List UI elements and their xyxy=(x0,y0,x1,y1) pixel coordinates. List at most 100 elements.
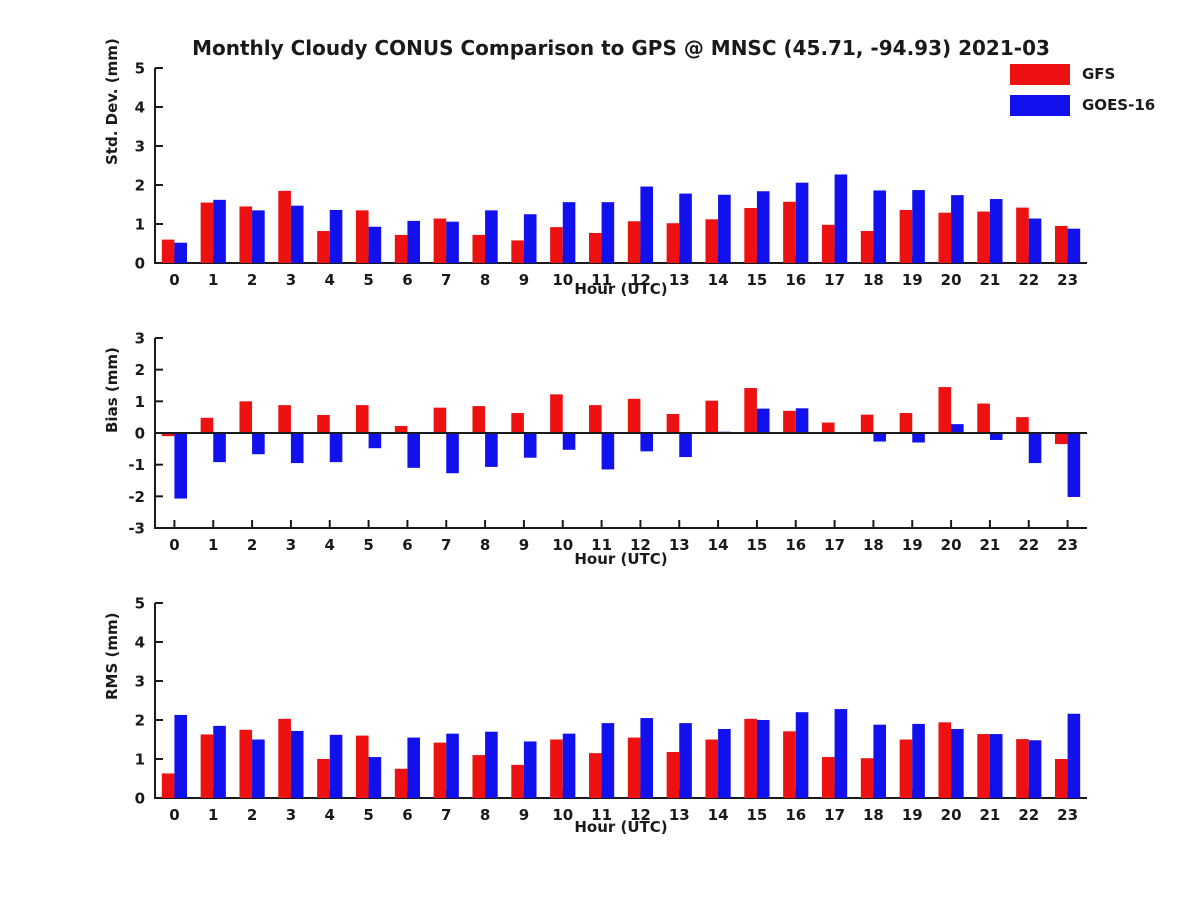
bar-gfs-hour-20 xyxy=(938,722,952,798)
bar-gfs-hour-23 xyxy=(1054,225,1068,263)
bar-goes16-hour-1 xyxy=(213,433,226,463)
bar-goes16-hour-7 xyxy=(446,733,459,798)
bar-gfs-hour-5 xyxy=(355,210,369,263)
stddev-x-tick-label: 13 xyxy=(669,271,690,289)
bias-x-tick-label: 9 xyxy=(519,536,529,554)
rms-x-tick-label: 10 xyxy=(552,806,573,824)
stddev-x-tick-label: 12 xyxy=(630,271,651,289)
bar-goes16-hour-0 xyxy=(174,433,188,499)
bar-gfs-hour-17 xyxy=(821,757,835,798)
bar-goes16-hour-9 xyxy=(523,741,537,798)
bar-goes16-hour-16 xyxy=(795,712,809,798)
bar-goes16-hour-3 xyxy=(290,205,304,263)
bar-goes16-hour-15 xyxy=(756,408,770,433)
bar-gfs-hour-3 xyxy=(278,190,291,263)
bar-goes16-hour-15 xyxy=(756,191,770,263)
bar-goes16-hour-3 xyxy=(290,433,304,464)
stddev-y-tick-label: 0 xyxy=(135,255,145,273)
bar-gfs-hour-1 xyxy=(200,417,214,433)
bar-gfs-hour-8 xyxy=(472,406,486,433)
bar-goes16-hour-20 xyxy=(951,728,964,798)
bar-gfs-hour-21 xyxy=(977,403,990,433)
stddev-x-tick-label: 11 xyxy=(591,271,612,289)
rms-x-tick-label: 23 xyxy=(1057,806,1078,824)
legend-label-gfs: GFS xyxy=(1082,65,1116,83)
bar-gfs-hour-4 xyxy=(317,759,330,798)
bar-goes16-hour-6 xyxy=(407,737,421,798)
bar-gfs-hour-0 xyxy=(161,433,175,437)
bar-goes16-hour-6 xyxy=(407,220,421,263)
bar-gfs-hour-13 xyxy=(666,223,680,263)
stddev-x-tick-label: 20 xyxy=(941,271,962,289)
stddev-x-tick-label: 0 xyxy=(169,271,179,289)
bar-gfs-hour-2 xyxy=(239,729,253,798)
bar-goes16-hour-1 xyxy=(213,725,226,798)
bias-x-axis-label: Hour (UTC) xyxy=(574,550,668,568)
bar-gfs-hour-7 xyxy=(433,218,447,263)
rms-y-tick-label: 3 xyxy=(135,673,145,691)
bias-x-tick-label: 1 xyxy=(208,536,218,554)
bar-goes16-hour-17 xyxy=(834,709,848,798)
bar-goes16-hour-18 xyxy=(873,190,887,263)
rms-y-tick-label: 2 xyxy=(135,712,145,730)
stddev-x-tick-label: 22 xyxy=(1018,271,1039,289)
stddev-y-tick-label: 5 xyxy=(135,60,145,78)
bar-goes16-hour-2 xyxy=(252,739,265,798)
bar-gfs-hour-0 xyxy=(161,773,175,798)
bar-goes16-hour-13 xyxy=(679,193,692,263)
bias-x-tick-label: 16 xyxy=(785,536,806,554)
bias-x-tick-label: 10 xyxy=(552,536,573,554)
bar-gfs-hour-21 xyxy=(977,734,990,798)
rms-y-tick-label: 4 xyxy=(135,634,145,652)
bar-goes16-hour-1 xyxy=(213,199,226,263)
bar-gfs-hour-20 xyxy=(938,212,952,263)
bar-gfs-hour-8 xyxy=(472,755,486,798)
bar-gfs-hour-15 xyxy=(744,718,757,798)
bar-goes16-hour-9 xyxy=(523,214,537,263)
bias-x-tick-label: 12 xyxy=(630,536,651,554)
bar-gfs-hour-14 xyxy=(705,400,719,433)
bar-gfs-hour-6 xyxy=(394,426,408,433)
bar-goes16-hour-5 xyxy=(368,226,382,263)
bar-gfs-hour-16 xyxy=(783,731,796,798)
bar-goes16-hour-13 xyxy=(679,723,692,798)
bar-gfs-hour-20 xyxy=(938,387,952,433)
bar-goes16-hour-21 xyxy=(989,199,1003,263)
bias-y-tick-label: 2 xyxy=(135,361,145,379)
bar-goes16-hour-18 xyxy=(873,724,887,798)
bar-gfs-hour-12 xyxy=(627,737,641,798)
bar-gfs-hour-11 xyxy=(588,405,602,433)
legend-item-gfs: GFS xyxy=(1010,62,1155,86)
bar-goes16-hour-20 xyxy=(951,424,964,433)
bar-gfs-hour-18 xyxy=(860,414,874,433)
rms-x-tick-label: 12 xyxy=(630,806,651,824)
stddev-x-tick-label: 7 xyxy=(441,271,451,289)
bar-gfs-hour-6 xyxy=(394,768,408,798)
bar-gfs-hour-22 xyxy=(1016,207,1029,263)
bar-gfs-hour-21 xyxy=(977,211,990,263)
stddev-x-tick-label: 18 xyxy=(863,271,884,289)
bar-goes16-hour-22 xyxy=(1028,740,1042,798)
bar-goes16-hour-12 xyxy=(640,186,654,263)
bar-gfs-hour-1 xyxy=(200,202,214,263)
bias-x-tick-label: 4 xyxy=(325,536,335,554)
bar-gfs-hour-0 xyxy=(161,239,175,263)
bar-goes16-hour-17 xyxy=(834,174,848,263)
bar-gfs-hour-2 xyxy=(239,401,253,433)
bar-goes16-hour-20 xyxy=(951,195,964,263)
bar-gfs-hour-10 xyxy=(550,739,563,798)
legend-label-goes16: GOES-16 xyxy=(1082,96,1156,114)
bar-gfs-hour-11 xyxy=(588,232,602,263)
stddev-x-tick-label: 15 xyxy=(746,271,767,289)
bar-goes16-hour-11 xyxy=(601,723,615,798)
stddev-x-tick-label: 1 xyxy=(208,271,218,289)
bar-goes16-hour-14 xyxy=(718,194,731,263)
bias-y-tick-label: 3 xyxy=(135,330,145,348)
bias-y-tick-label: -1 xyxy=(128,456,145,474)
bar-gfs-hour-2 xyxy=(239,206,253,263)
bar-goes16-hour-3 xyxy=(290,730,304,798)
stddev-x-tick-label: 5 xyxy=(363,271,373,289)
bar-goes16-hour-22 xyxy=(1028,218,1042,263)
stddev-x-tick-label: 3 xyxy=(286,271,296,289)
bias-x-tick-label: 19 xyxy=(902,536,923,554)
